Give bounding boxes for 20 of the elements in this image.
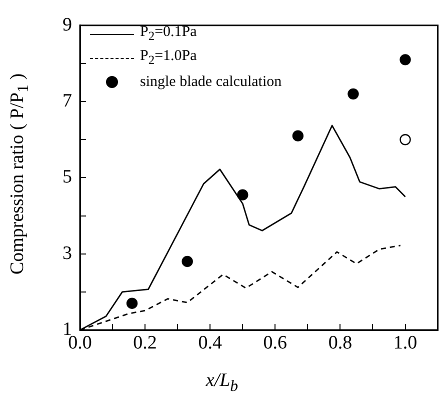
point xyxy=(400,134,411,146)
x-tick-label: 0.4 xyxy=(198,332,222,354)
point xyxy=(400,54,411,66)
point xyxy=(182,256,193,268)
x-axis-title: x/L$_{b}$ xyxy=(204,370,240,396)
x-tick-label: 1.0 xyxy=(393,332,418,354)
x-tick-label: 0.8 xyxy=(328,332,352,354)
point xyxy=(237,189,248,200)
point xyxy=(348,88,359,100)
point xyxy=(126,298,138,309)
legend-label: single blade calculation xyxy=(140,74,282,90)
legend-label: P$_{2}$=0.1Pa xyxy=(140,24,197,44)
point xyxy=(292,130,304,142)
y-tick-label: 3 xyxy=(62,242,72,264)
y-tick-label: 7 xyxy=(62,90,72,112)
y-tick-label: 9 xyxy=(62,14,72,36)
x-tick-label: 0.2 xyxy=(133,332,157,354)
y-tick-label: 5 xyxy=(62,166,72,188)
x-tick-label: 0.6 xyxy=(263,332,288,354)
legend-label: P$_{2}$=1.0Pa xyxy=(140,48,197,68)
